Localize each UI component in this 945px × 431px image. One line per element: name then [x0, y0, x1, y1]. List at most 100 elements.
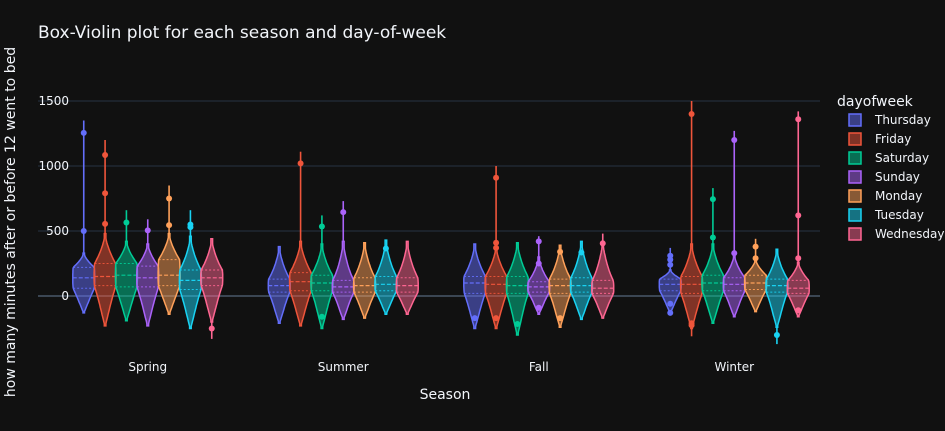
violin-body: [548, 244, 572, 328]
legend-item-saturday[interactable]: Saturday: [848, 151, 929, 165]
outlier-point[interactable]: [773, 332, 780, 338]
outlier-point[interactable]: [557, 248, 564, 255]
violin-body: [658, 269, 682, 314]
legend-item-sunday[interactable]: Sunday: [848, 170, 920, 184]
outlier-point[interactable]: [208, 325, 215, 332]
violin-friday-fall[interactable]: [484, 166, 508, 330]
x-tick-label: Spring: [128, 360, 167, 374]
violin-friday-spring[interactable]: [93, 140, 117, 327]
legend-item-wednesday[interactable]: Wednesday: [848, 227, 944, 241]
outlier-point[interactable]: [667, 261, 674, 268]
y-tick-label: 1000: [38, 159, 69, 173]
violin-body: [395, 240, 419, 315]
violin-friday-summer[interactable]: [288, 151, 313, 327]
x-axis-title: Season: [420, 387, 471, 403]
violin-monday-winter[interactable]: [743, 238, 768, 313]
outlier-point[interactable]: [795, 116, 802, 123]
violin-thursday-spring[interactable]: [72, 120, 96, 314]
legend-label: Friday: [875, 132, 911, 146]
violin-sunday-fall[interactable]: [527, 236, 551, 315]
violin-sunday-summer[interactable]: [331, 201, 355, 321]
outlier-point[interactable]: [535, 304, 542, 311]
violin-body: [310, 243, 334, 330]
violin-body: [505, 241, 530, 336]
violin-sunday-spring[interactable]: [136, 219, 160, 327]
outlier-point[interactable]: [80, 228, 87, 234]
legend-item-friday[interactable]: Friday: [848, 132, 911, 146]
outlier-point[interactable]: [752, 255, 759, 262]
legend-item-monday[interactable]: Monday: [848, 189, 922, 203]
outlier-point[interactable]: [102, 220, 109, 227]
violin-wednesday-winter[interactable]: [786, 111, 810, 318]
violin-body: [267, 245, 291, 325]
legend-swatch: [848, 227, 862, 241]
outlier-point[interactable]: [471, 315, 478, 322]
outlier-point[interactable]: [667, 256, 674, 263]
outlier-point[interactable]: [102, 190, 109, 197]
violin-sunday-winter[interactable]: [722, 130, 746, 318]
outlier-point[interactable]: [123, 219, 130, 226]
outlier-point[interactable]: [80, 129, 87, 136]
outlier-point[interactable]: [557, 315, 564, 322]
outlier-point[interactable]: [493, 174, 500, 181]
violin-wednesday-spring[interactable]: [200, 238, 224, 339]
violin-saturday-spring[interactable]: [114, 210, 139, 322]
violin-body: [136, 243, 160, 327]
outlier-point[interactable]: [709, 196, 716, 203]
violin-monday-fall[interactable]: [548, 244, 572, 328]
outlier-point[interactable]: [599, 240, 606, 247]
outlier-point[interactable]: [709, 234, 716, 241]
violin-body: [200, 238, 224, 323]
legend-item-tuesday[interactable]: Tuesday: [848, 208, 924, 222]
y-axis-title: how many minutes after or before 12 went…: [3, 47, 19, 397]
outlier-point[interactable]: [667, 300, 674, 307]
outlier-point[interactable]: [535, 260, 542, 267]
outlier-point[interactable]: [731, 137, 738, 143]
outlier-point[interactable]: [688, 111, 695, 117]
outlier-point[interactable]: [752, 243, 759, 250]
violin-saturday-summer[interactable]: [310, 215, 334, 330]
violin-thursday-winter[interactable]: [658, 247, 682, 316]
legend-swatch: [848, 170, 862, 184]
violin-saturday-fall[interactable]: [505, 241, 530, 336]
legend[interactable]: dayofweek Thursday Friday Saturday Sunday Mo…: [837, 94, 944, 241]
y-tick-label: 1500: [38, 94, 69, 108]
outlier-point[interactable]: [578, 249, 585, 256]
outlier-point[interactable]: [688, 322, 695, 329]
outlier-point[interactable]: [102, 151, 109, 158]
legend-item-thursday[interactable]: Thursday: [848, 113, 931, 127]
outlier-point[interactable]: [318, 223, 325, 230]
outlier-point[interactable]: [795, 255, 802, 262]
legend-swatch: [848, 189, 862, 203]
outlier-point[interactable]: [514, 320, 521, 327]
outlier-point[interactable]: [493, 244, 500, 251]
outlier-point[interactable]: [144, 227, 151, 234]
outlier-point[interactable]: [340, 209, 347, 216]
outlier-point[interactable]: [535, 238, 542, 245]
outlier-point[interactable]: [493, 239, 500, 246]
violin-monday-spring[interactable]: [157, 185, 181, 315]
outlier-point[interactable]: [166, 195, 173, 202]
outlier-point[interactable]: [795, 307, 802, 314]
violin-monday-summer[interactable]: [352, 241, 377, 319]
outlier-point[interactable]: [297, 160, 304, 167]
violin-thursday-fall[interactable]: [463, 243, 487, 330]
violin-tuesday-winter[interactable]: [765, 248, 789, 345]
legend-swatch: [848, 151, 862, 165]
outlier-point[interactable]: [166, 222, 173, 229]
outlier-point[interactable]: [187, 224, 194, 231]
outlier-point[interactable]: [731, 250, 738, 257]
violin-wednesday-summer[interactable]: [395, 240, 419, 315]
outlier-point[interactable]: [318, 313, 325, 320]
outlier-point[interactable]: [382, 245, 389, 252]
x-tick-label: Winter: [714, 360, 754, 374]
outlier-point[interactable]: [493, 315, 500, 322]
violin-wednesday-fall[interactable]: [591, 233, 615, 319]
outlier-point[interactable]: [667, 309, 674, 316]
violin-friday-winter[interactable]: [679, 101, 704, 337]
violin-tuesday-spring[interactable]: [178, 210, 203, 330]
violin-thursday-summer[interactable]: [267, 245, 291, 325]
violin-saturday-winter[interactable]: [701, 188, 725, 325]
outlier-point[interactable]: [795, 212, 802, 219]
